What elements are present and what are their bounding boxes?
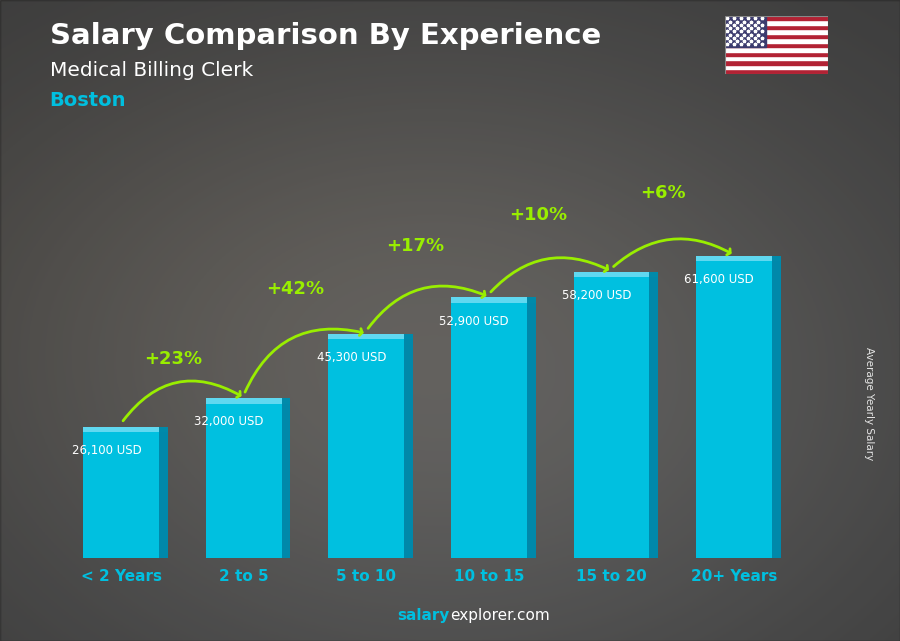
Bar (206, 403, 282, 558)
Text: 52,900 USD: 52,900 USD (439, 315, 509, 328)
Bar (451, 297, 536, 303)
Bar (282, 398, 291, 403)
Text: 45,300 USD: 45,300 USD (317, 351, 386, 364)
Bar (724, 47, 828, 51)
Bar (696, 256, 780, 261)
Bar (159, 432, 168, 558)
Bar (772, 261, 780, 558)
Bar (724, 60, 828, 65)
Bar (328, 334, 413, 340)
Bar (724, 38, 828, 43)
Bar (724, 43, 828, 47)
Bar (724, 16, 766, 47)
Bar (328, 340, 404, 558)
Text: +6%: +6% (640, 183, 686, 201)
Bar (724, 29, 828, 34)
Bar (282, 403, 291, 558)
Text: +42%: +42% (266, 280, 324, 298)
Text: Boston: Boston (50, 91, 126, 110)
Text: 61,600 USD: 61,600 USD (685, 273, 754, 286)
Bar (451, 303, 527, 558)
Bar (404, 340, 413, 558)
Bar (724, 34, 828, 38)
Text: Medical Billing Clerk: Medical Billing Clerk (50, 61, 253, 80)
Bar (696, 261, 772, 558)
Bar (724, 51, 828, 56)
Text: salary: salary (398, 608, 450, 623)
Bar (573, 272, 658, 278)
Bar (159, 427, 168, 432)
Text: 32,000 USD: 32,000 USD (194, 415, 264, 428)
Text: +23%: +23% (144, 350, 202, 368)
Bar (404, 334, 413, 340)
Text: 26,100 USD: 26,100 USD (72, 444, 141, 457)
Text: explorer.com: explorer.com (450, 608, 550, 623)
Bar (724, 21, 828, 25)
Text: 58,200 USD: 58,200 USD (562, 289, 632, 302)
Bar (84, 432, 159, 558)
Bar (724, 56, 828, 60)
Bar (650, 272, 658, 278)
Bar (772, 256, 780, 261)
Bar (724, 16, 828, 21)
Bar (724, 69, 828, 74)
Text: +10%: +10% (508, 206, 567, 224)
Text: +17%: +17% (386, 237, 445, 255)
Bar (650, 278, 658, 558)
Text: Salary Comparison By Experience: Salary Comparison By Experience (50, 22, 601, 51)
Text: Average Yearly Salary: Average Yearly Salary (863, 347, 874, 460)
Bar (206, 398, 291, 403)
Bar (724, 65, 828, 69)
Bar (527, 303, 536, 558)
Bar (573, 278, 650, 558)
Bar (84, 427, 168, 432)
Bar (724, 25, 828, 29)
Bar (527, 297, 536, 303)
